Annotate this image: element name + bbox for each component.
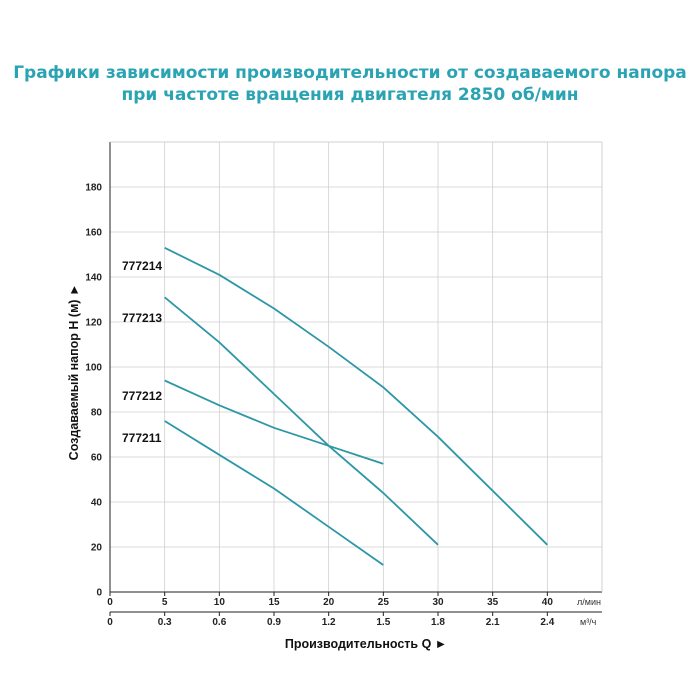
- x-tick-label-secondary: 0.9: [267, 617, 281, 628]
- y-tick-label: 80: [91, 408, 103, 419]
- x-tick-label-secondary: 1.5: [376, 617, 390, 628]
- y-tick-label: 0: [96, 588, 102, 599]
- x-tick-label-secondary: 1.2: [322, 617, 336, 628]
- x-tick-label-primary: 0: [107, 597, 113, 608]
- y-tick-label: 40: [91, 498, 103, 509]
- curve-777212: [164, 379, 384, 465]
- y-tick-label: 160: [85, 228, 102, 239]
- y-tick-label: 60: [91, 453, 103, 464]
- y-tick-label: 20: [91, 543, 103, 554]
- y-tick-label: 180: [85, 183, 102, 194]
- x-tick-label-primary: 5: [162, 597, 168, 608]
- x-tick-label-primary: 15: [268, 597, 280, 608]
- chart-title-line-1: Графики зависимости производительности о…: [13, 63, 687, 83]
- y-tick-label: 100: [85, 363, 102, 374]
- curve-777213: [164, 296, 439, 546]
- series-label: 777212: [122, 389, 162, 403]
- chart-title-line-2: при частоте вращения двигателя 2850 об/м…: [121, 85, 579, 105]
- series-label: 777213: [122, 311, 162, 325]
- x-tick-label-primary: 40: [542, 597, 554, 608]
- x-tick-label-secondary: 0.6: [212, 617, 226, 628]
- y-tick-label: 120: [85, 318, 102, 329]
- y-tick-label: 140: [85, 273, 102, 284]
- x-unit-primary: л/мин: [577, 597, 601, 607]
- chart-axes: [109, 141, 603, 616]
- chart-title: Графики зависимости производительности о…: [0, 62, 700, 106]
- x-tick-label-secondary: 2.4: [540, 617, 554, 628]
- x-tick-label-secondary: 1.8: [431, 617, 445, 628]
- x-tick-label-primary: 25: [378, 597, 390, 608]
- x-tick-label-primary: 35: [487, 597, 499, 608]
- x-tick-label-secondary: 0: [107, 617, 113, 628]
- curve-777214: [164, 246, 548, 546]
- x-axis-title: Производительность Q ►: [285, 637, 447, 651]
- x-tick-label-primary: 10: [214, 597, 226, 608]
- x-tick-label-secondary: 2.1: [486, 617, 500, 628]
- x-tick-label-primary: 30: [432, 597, 444, 608]
- series-label: 777214: [122, 259, 162, 273]
- y-axis-title: Создаваемый напор H (м) ►: [67, 284, 81, 461]
- x-unit-secondary: м³/ч: [580, 617, 597, 627]
- series-label: 777211: [122, 431, 162, 445]
- x-tick-label-primary: 20: [323, 597, 335, 608]
- x-tick-label-secondary: 0.3: [158, 617, 172, 628]
- curve-777211: [164, 420, 384, 566]
- chart-curves: [164, 246, 548, 566]
- chart-labels: 0 20 40 60 80 100 120 140 160 180 0 5 10 15 20 25 30 35 40…: [85, 183, 601, 629]
